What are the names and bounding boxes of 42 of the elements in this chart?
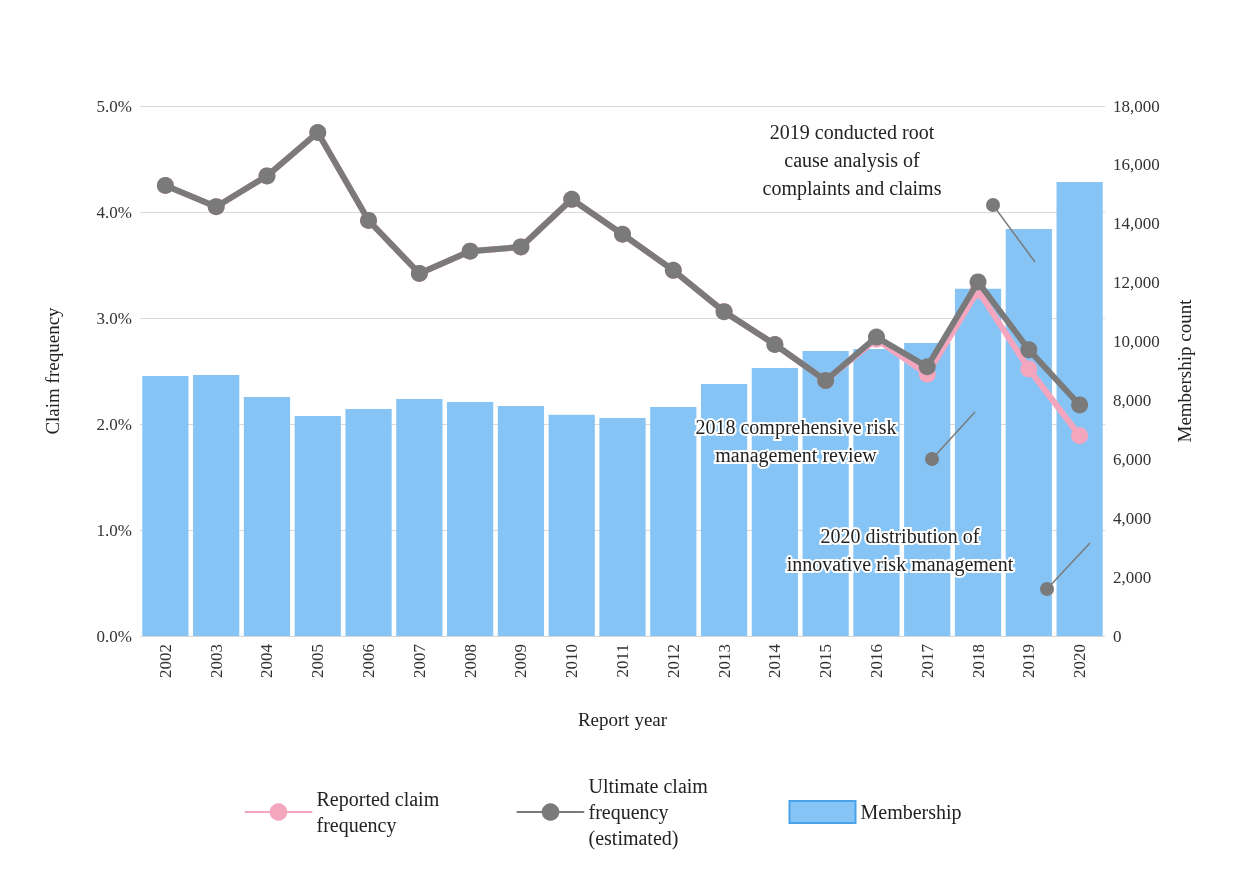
- y2-axis-title: Membership count: [1174, 298, 1195, 443]
- y-tick-label: 4.0%: [96, 202, 132, 222]
- x-tick-label: 2006: [359, 644, 379, 678]
- x-tick-label: 2004: [257, 643, 277, 678]
- x-tick-label: 2007: [409, 643, 429, 678]
- y-tick-label: 2.0%: [96, 414, 132, 434]
- x-tick-label: 2016: [866, 644, 886, 678]
- x-tick-label: 2018: [968, 644, 988, 678]
- x-tick-label: 2008: [460, 644, 480, 678]
- x-tick-label: 2013: [714, 644, 734, 678]
- y-tick-label: 5.0%: [96, 96, 132, 116]
- annotation: 2019 conducted root cause analysis of complaints and claims: [762, 121, 942, 200]
- legend-label: Membership: [860, 801, 962, 824]
- x-axis-title: Report year: [577, 709, 668, 730]
- y-tick-label: 0.0%: [96, 626, 132, 646]
- x-tick-label: 2020: [1070, 644, 1090, 678]
- x-tick-label: 2015: [816, 644, 836, 678]
- y2-tick-label: 6,000: [1113, 449, 1152, 469]
- y2-tick-label: 14,000: [1113, 214, 1160, 234]
- y2-tick-label: 18,000: [1113, 96, 1160, 116]
- x-tick-label: 2011: [613, 644, 632, 678]
- y-tick-label: 1.0%: [96, 520, 132, 540]
- x-tick-label: 2014: [765, 643, 785, 678]
- y2-tick-label: 8,000: [1113, 390, 1152, 410]
- y2-tick-label: 0: [1113, 626, 1122, 646]
- x-tick-label: 2009: [511, 644, 531, 678]
- x-tick-label: 2003: [206, 644, 226, 678]
- x-tick-label: 2019: [1019, 644, 1039, 678]
- y2-tick-label: 2,000: [1113, 567, 1152, 587]
- x-tick-label: 2012: [663, 644, 683, 678]
- y2-tick-label: 16,000: [1113, 155, 1160, 175]
- legend-label: Ultimate claim frequency (estimated): [588, 775, 713, 850]
- y2-tick-label: 4,000: [1113, 508, 1152, 528]
- x-tick-label: 2002: [155, 644, 175, 678]
- x-tick-label: 2005: [308, 644, 328, 678]
- y2-tick-label: 12,000: [1113, 273, 1160, 293]
- x-tick-label: 2017: [917, 643, 937, 678]
- y-axis-title: Claim frequency: [42, 306, 63, 435]
- legend-label: Reported claim frequency: [316, 788, 445, 837]
- y2-tick-label: 10,000: [1113, 332, 1160, 352]
- y-tick-label: 3.0%: [96, 308, 132, 328]
- x-tick-label: 2010: [562, 644, 582, 678]
